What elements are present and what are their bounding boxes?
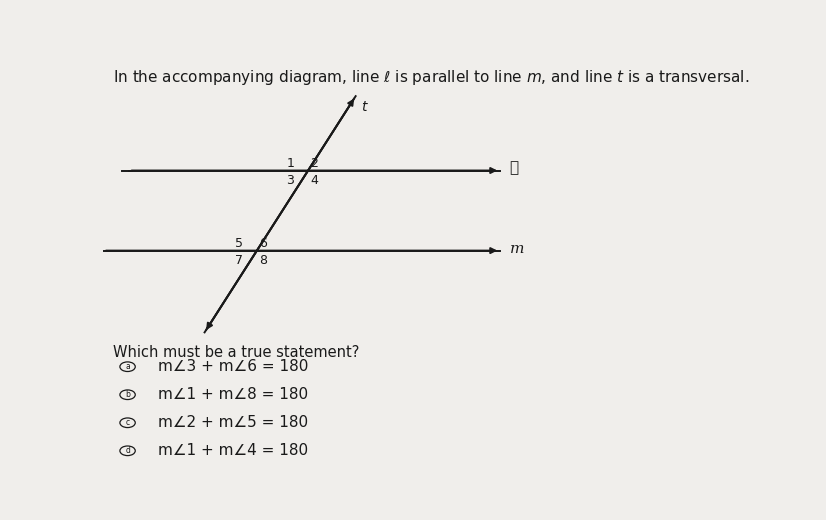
Text: 7: 7 bbox=[235, 254, 243, 267]
Text: ℓ: ℓ bbox=[510, 162, 519, 176]
Text: c: c bbox=[126, 418, 130, 427]
Text: m: m bbox=[510, 242, 525, 256]
Text: 2: 2 bbox=[311, 157, 319, 170]
Text: 6: 6 bbox=[259, 237, 268, 250]
Text: 8: 8 bbox=[259, 254, 268, 267]
Text: d: d bbox=[125, 446, 130, 456]
Text: 4: 4 bbox=[311, 174, 319, 187]
Text: b: b bbox=[125, 390, 130, 399]
Text: m∠2 + m∠5 = 180: m∠2 + m∠5 = 180 bbox=[158, 415, 308, 430]
Text: a: a bbox=[126, 362, 130, 371]
Text: m∠3 + m∠6 = 180: m∠3 + m∠6 = 180 bbox=[158, 359, 308, 374]
Text: In the accompanying diagram, line $\ell$ is parallel to line $m$, and line $t$ i: In the accompanying diagram, line $\ell$… bbox=[113, 69, 749, 87]
Text: m∠1 + m∠8 = 180: m∠1 + m∠8 = 180 bbox=[158, 387, 308, 402]
Text: m∠1 + m∠4 = 180: m∠1 + m∠4 = 180 bbox=[158, 443, 308, 458]
Text: 5: 5 bbox=[235, 237, 243, 250]
Text: Which must be a true statement?: Which must be a true statement? bbox=[113, 345, 359, 360]
Text: 3: 3 bbox=[287, 174, 294, 187]
Text: t: t bbox=[361, 100, 366, 114]
Text: 1: 1 bbox=[287, 157, 294, 170]
